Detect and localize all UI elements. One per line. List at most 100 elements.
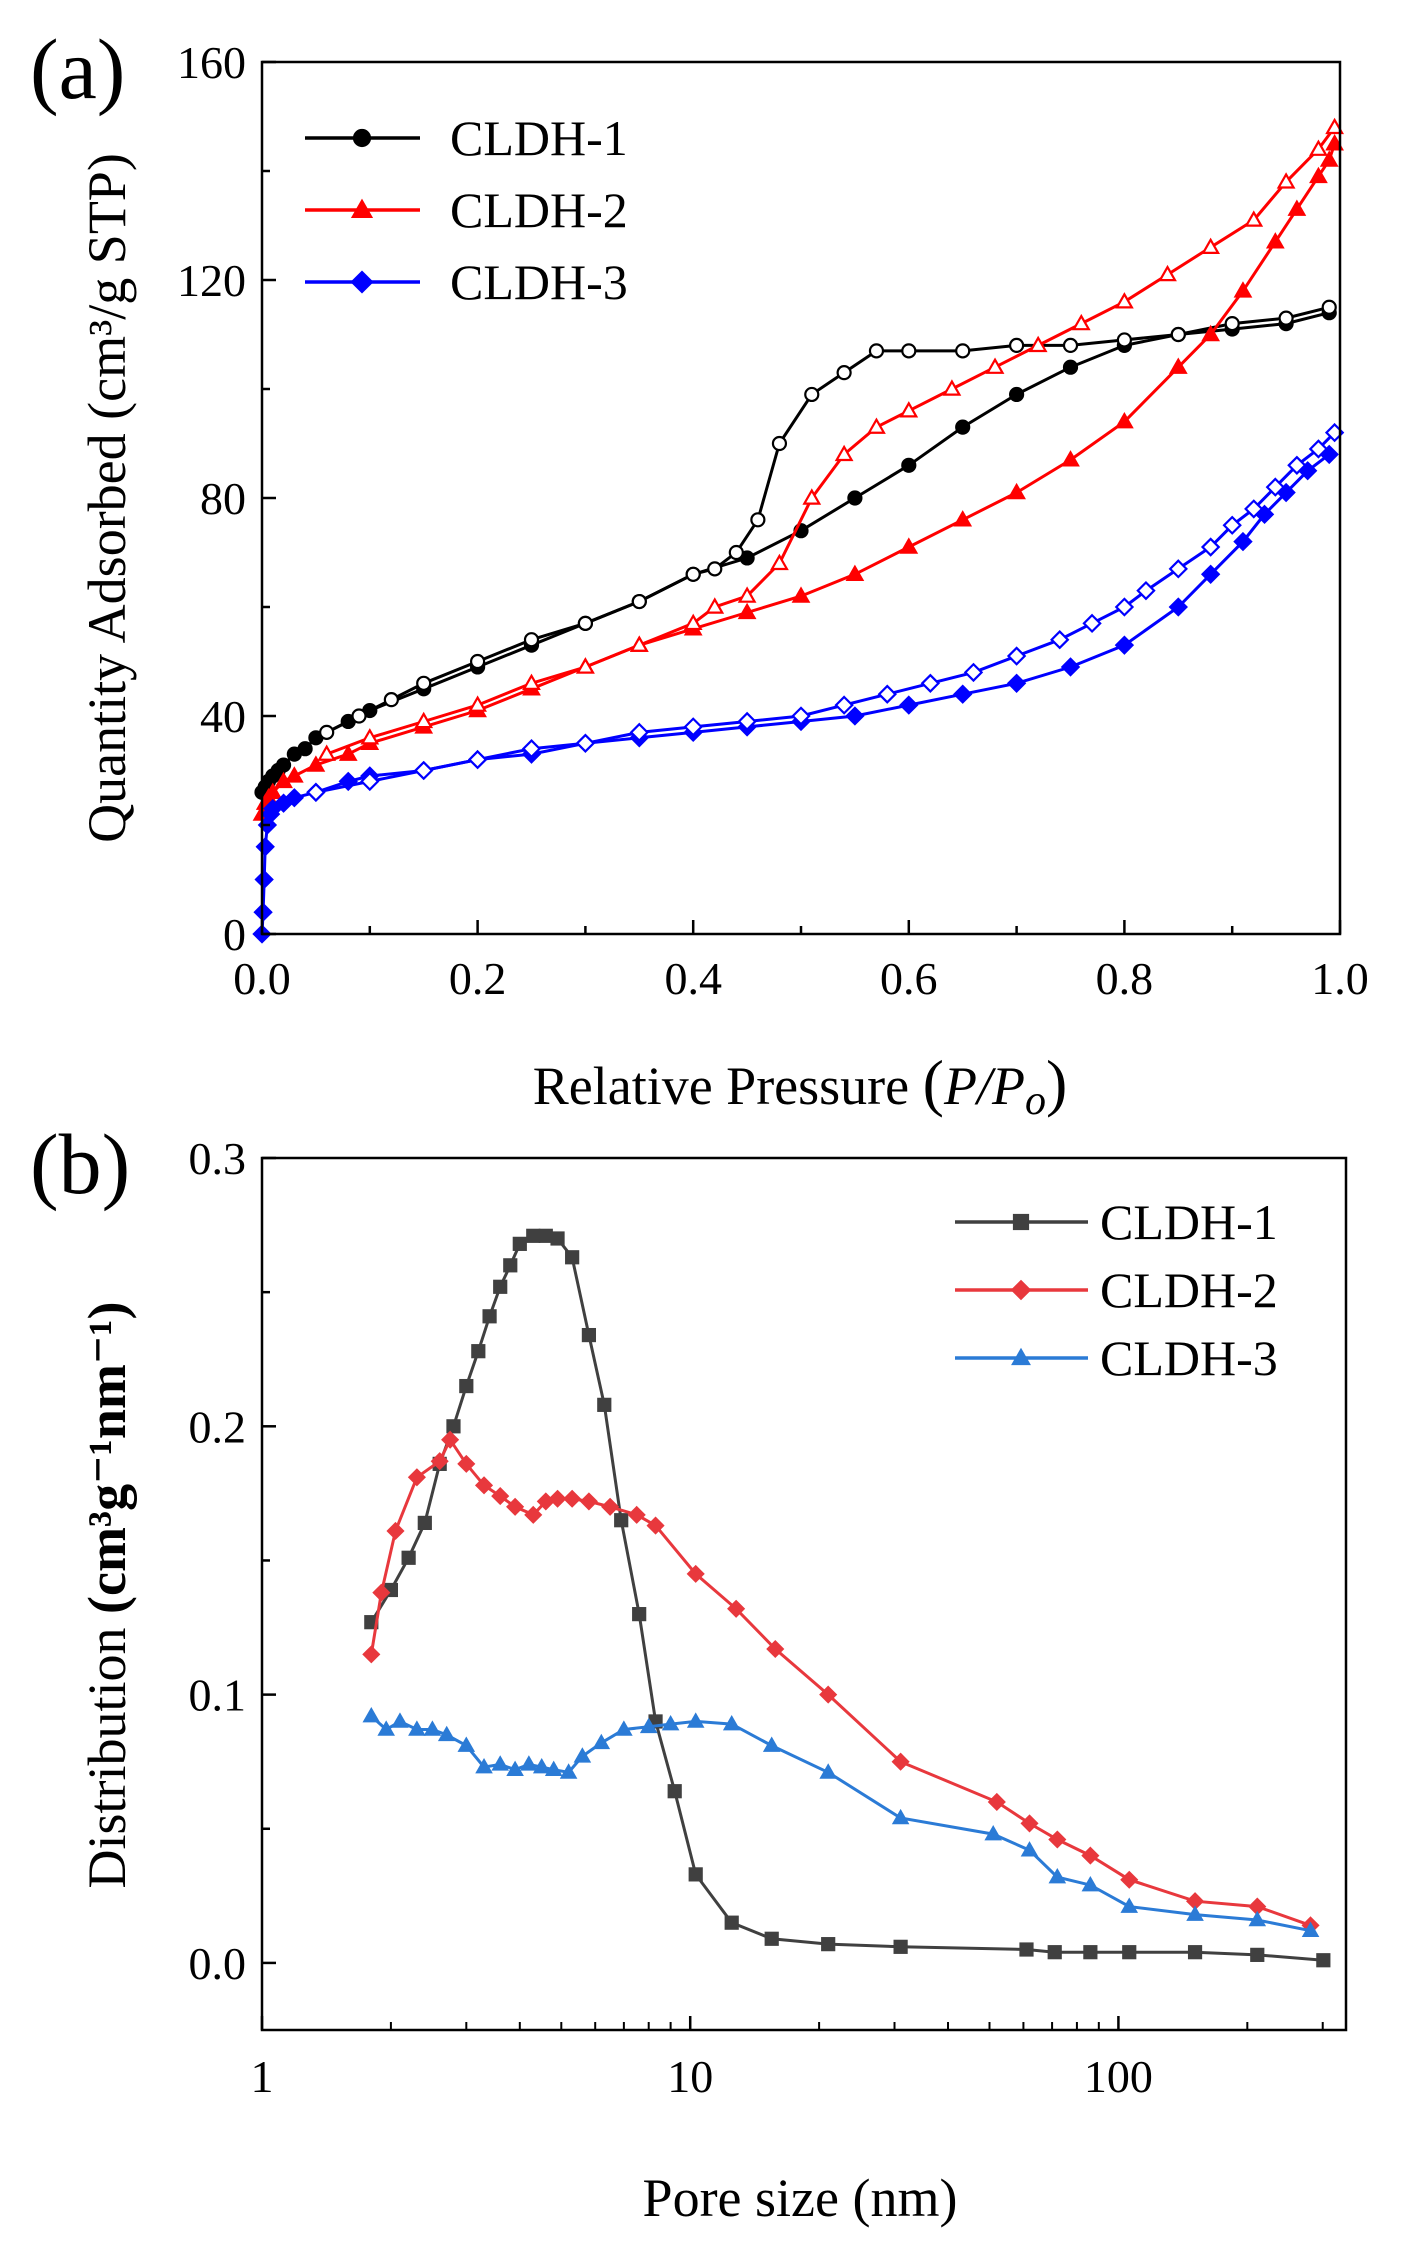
panel-b-y-axis-title: Distribution (cm³g⁻¹nm⁻¹) (77, 1301, 137, 1888)
x-tick-label: 100 (1084, 2051, 1153, 2102)
cldh-1-adsorption-point (955, 419, 971, 435)
cldh-1-point (764, 1931, 779, 1946)
cldh-2-point (441, 1430, 460, 1449)
legend-label: CLDH-3 (450, 254, 628, 310)
cldh-2-desorption-point (834, 444, 854, 462)
series-cldh-2 (252, 117, 1344, 821)
cldh-1-point (688, 1867, 703, 1882)
cldh-2-desorption-point (867, 417, 886, 434)
cldh-3-point (491, 1755, 510, 1771)
cldh-2-desorption-point (802, 488, 822, 505)
y-tick-label: 0 (223, 909, 246, 960)
cldh-2-adsorption-point (1233, 281, 1253, 298)
cldh-1-adsorption-point (275, 757, 292, 773)
y-axis-title-units: (cm³g⁻¹nm⁻¹) (77, 1301, 137, 1614)
cldh-2-desorption-point (1028, 335, 1048, 353)
cldh-1-point (417, 1515, 432, 1530)
cldh-3-desorption-point (521, 739, 542, 759)
cldh-2-desorption-point (360, 728, 380, 745)
cldh-2-point (362, 1645, 381, 1664)
legend-label: CLDH-1 (450, 110, 628, 166)
cldh-2-point (1048, 1830, 1067, 1849)
cldh-3-point (506, 1760, 524, 1777)
cldh-2-point (601, 1497, 620, 1516)
cldh-2-adsorption-point (899, 537, 919, 554)
cldh-2-adsorption-point (263, 782, 283, 800)
cldh-3-desorption-point (1168, 559, 1188, 579)
cldh-3-desorption-point (1082, 613, 1102, 634)
legend-marker (1010, 1279, 1032, 1301)
series-cldh-1 (254, 299, 1337, 800)
cldh-2-adsorption-point (1201, 324, 1221, 342)
cldh-1-desorption-point (955, 343, 971, 359)
cldh-2-desorption-point (1276, 172, 1296, 189)
cldh-1-point (1187, 1945, 1203, 1960)
cldh-3-desorption-point (1222, 515, 1242, 535)
x-tick-label: 10 (667, 2051, 713, 2102)
y-tick-label: 120 (177, 255, 246, 306)
cldh-3-adsorption-point (1168, 597, 1188, 617)
cldh-3-desorption-point (467, 749, 488, 770)
cldh-3-point (1186, 1905, 1204, 1921)
cldh-3-adsorption-point (953, 684, 973, 704)
cldh-3-desorption-point (306, 782, 326, 802)
cldh-3-point (377, 1720, 395, 1736)
cldh-1-point (550, 1231, 565, 1246)
legend-item-cldh-1: CLDH-1 (955, 1194, 1278, 1250)
cldh-3-point (544, 1760, 563, 1777)
cldh-1-point (526, 1228, 541, 1243)
cldh-2-desorption-point (942, 379, 962, 396)
cldh-2-adsorption-point (1168, 357, 1188, 374)
y-tick-label: 40 (200, 691, 246, 742)
cldh-2-point (819, 1685, 838, 1704)
cldh-3-adsorption-point (899, 695, 919, 715)
cldh-3-adsorption-point (1200, 564, 1221, 584)
cldh-1-desorption-point (1116, 332, 1133, 348)
cldh-3-point (437, 1725, 456, 1742)
cldh-2-point (1081, 1846, 1100, 1865)
x-tick-label: 0.6 (880, 953, 938, 1004)
cldh-1-point (401, 1550, 416, 1565)
legend-marker (1012, 1213, 1030, 1231)
cldh-3-adsorption-point (254, 869, 274, 890)
cldh-1-point (493, 1279, 508, 1294)
cldh-1-point (482, 1309, 497, 1324)
cldh-2-desorption-point (899, 401, 919, 418)
cldh-1-point (1250, 1947, 1265, 1962)
cldh-2-adsorption-point (1309, 166, 1328, 184)
cldh-2-point (579, 1492, 598, 1511)
cldh-2-desorption-point (985, 357, 1005, 374)
cldh-1-desorption-point (707, 561, 723, 577)
y-tick-label: 160 (177, 37, 246, 88)
legend-label: CLDH-3 (1100, 1330, 1278, 1386)
cldh-2-desorption-point (1158, 264, 1177, 282)
cldh-1-adsorption-point (1008, 386, 1025, 403)
cldh-3-point (891, 1808, 910, 1825)
cldh-1-point (893, 1939, 908, 1954)
cldh-2-point (506, 1497, 525, 1516)
cldh-3-point (722, 1715, 741, 1731)
cldh-3-adsorption-point (255, 837, 275, 857)
cldh-3-adsorption-point (1060, 657, 1081, 677)
cldh-1-point (1316, 1953, 1331, 1968)
cldh-2-desorption-point (1115, 292, 1134, 309)
x-tick-label: 0.0 (233, 953, 291, 1004)
panel-b-x-axis-title: Pore size (nm) (643, 2168, 958, 2228)
cldh-1-desorption-point (1224, 316, 1240, 332)
cldh-2-point (491, 1487, 510, 1506)
cldh-1-point (614, 1513, 629, 1528)
cldh-1-point (1047, 1945, 1062, 1960)
legend-label: CLDH-1 (1100, 1194, 1278, 1250)
cldh-1-desorption-point (685, 566, 701, 582)
cldh-1-adsorption-point (297, 741, 313, 757)
cldh-2-desorption-point (1201, 237, 1221, 255)
cldh-3-point (661, 1715, 680, 1731)
cldh-2-point (1020, 1814, 1039, 1833)
cldh-1-point (1019, 1942, 1034, 1957)
cldh-2-desorption-point (629, 635, 649, 652)
cldh-3-point (984, 1825, 1002, 1841)
cldh-1-desorption-point (868, 343, 885, 359)
cldh-3-point (423, 1720, 442, 1736)
cldh-3-point (762, 1736, 781, 1752)
